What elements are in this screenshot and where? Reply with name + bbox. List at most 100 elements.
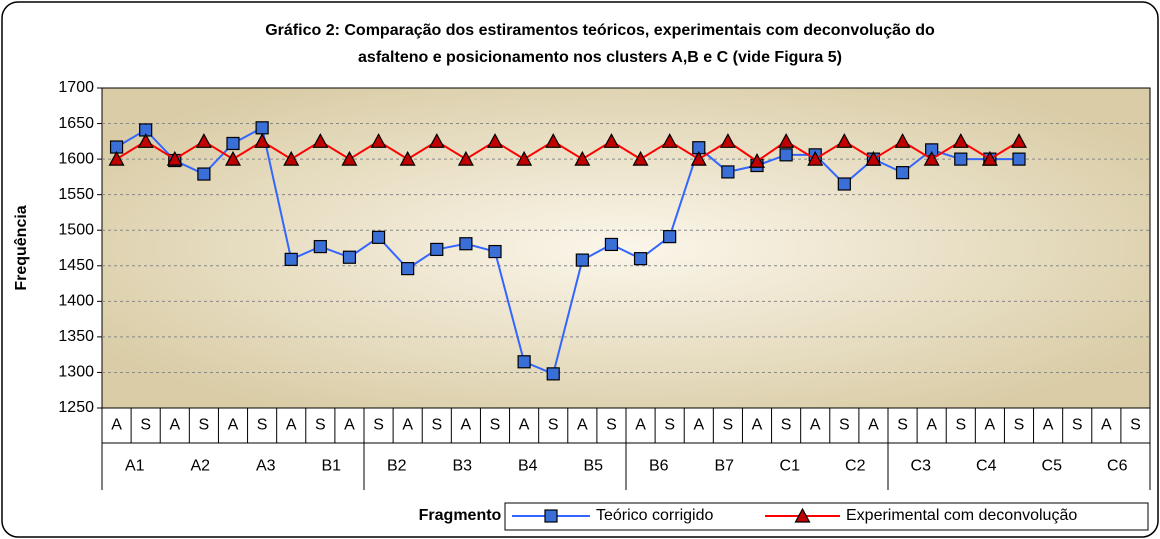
- marker: [895, 166, 910, 180]
- y-tick-label: 1700: [58, 79, 94, 96]
- marker: [457, 150, 474, 166]
- y-tick-label: 1650: [58, 115, 94, 132]
- legend-label: Teórico corrigido: [596, 507, 713, 524]
- marker: [837, 177, 851, 191]
- chart-title: Gráfico 2: Comparação dos estiramentos t…: [265, 22, 935, 39]
- marker: [283, 150, 300, 166]
- x-group-label: B5: [583, 458, 603, 475]
- x-tick-label: S: [140, 417, 151, 434]
- x-tick-label: A: [111, 417, 122, 434]
- marker: [663, 230, 677, 244]
- x-tick-label: S: [199, 417, 210, 434]
- x-tick-label: A: [577, 417, 588, 434]
- marker: [923, 150, 940, 166]
- marker: [719, 133, 736, 148]
- marker: [137, 133, 154, 148]
- x-tick-label: S: [1014, 417, 1025, 434]
- x-tick-label: A: [693, 417, 704, 434]
- marker: [341, 150, 358, 166]
- y-tick-label: 1500: [58, 221, 94, 238]
- x-tick-label: S: [1072, 417, 1083, 434]
- x-group-label: A2: [190, 458, 210, 475]
- marker: [836, 133, 853, 148]
- x-group-label: B3: [452, 458, 472, 475]
- x-group-label: C2: [845, 458, 866, 475]
- x-group-label: C6: [1107, 458, 1128, 475]
- x-group-label: B2: [387, 458, 407, 475]
- x-group-label: C5: [1042, 458, 1063, 475]
- marker: [516, 150, 533, 166]
- marker: [779, 148, 793, 162]
- y-tick-label: 1350: [58, 328, 94, 345]
- x-group-label: A1: [125, 458, 145, 475]
- x-tick-label: A: [461, 417, 472, 434]
- marker: [371, 230, 386, 244]
- x-group-label: B1: [321, 458, 341, 475]
- marker: [954, 152, 968, 166]
- chart-title: asfalteno e posicionamento nos clusters …: [358, 49, 842, 66]
- y-tick-label: 1450: [58, 257, 94, 274]
- marker: [748, 152, 766, 168]
- x-tick-label: S: [606, 417, 617, 434]
- x-tick-label: S: [897, 417, 908, 434]
- x-tick-label: A: [810, 417, 821, 434]
- marker: [545, 133, 562, 148]
- marker: [313, 239, 327, 254]
- marker: [546, 367, 560, 381]
- marker: [603, 133, 620, 148]
- marker: [1012, 152, 1026, 166]
- marker: [604, 237, 619, 252]
- y-tick-label: 1550: [58, 186, 94, 203]
- x-tick-label: S: [431, 417, 442, 434]
- marker: [575, 253, 589, 267]
- marker: [224, 150, 242, 166]
- x-tick-label: S: [839, 417, 850, 434]
- marker: [778, 133, 795, 148]
- x-group-label: C4: [976, 458, 997, 475]
- x-tick-label: A: [985, 417, 996, 434]
- marker: [574, 150, 591, 166]
- x-group-label: B6: [649, 458, 669, 475]
- y-tick-label: 1600: [58, 150, 94, 167]
- x-group-label: C1: [780, 458, 801, 475]
- x-tick-label: S: [664, 417, 675, 434]
- marker: [342, 250, 357, 264]
- x-tick-label: S: [490, 417, 501, 434]
- x-tick-label: A: [344, 417, 355, 434]
- x-group-label: B4: [518, 458, 538, 475]
- x-axis-title: Fragmento: [419, 507, 502, 524]
- marker: [370, 133, 387, 148]
- x-tick-label: S: [781, 417, 792, 434]
- marker: [544, 509, 558, 523]
- marker: [517, 355, 531, 369]
- x-tick-label: A: [519, 417, 530, 434]
- x-tick-label: S: [723, 417, 734, 434]
- marker: [632, 150, 649, 166]
- legend-label: Experimental com deconvolução: [846, 507, 1077, 524]
- y-tick-label: 1250: [58, 399, 94, 416]
- x-tick-label: A: [926, 417, 937, 434]
- marker: [428, 133, 445, 148]
- marker: [865, 150, 882, 166]
- marker: [488, 244, 502, 259]
- marker: [399, 150, 416, 166]
- marker: [486, 133, 504, 148]
- x-tick-label: S: [1130, 417, 1141, 434]
- x-group-label: A3: [256, 458, 276, 475]
- marker: [401, 262, 415, 276]
- marker: [430, 242, 444, 257]
- x-group-label: B7: [714, 458, 734, 475]
- marker: [981, 150, 998, 166]
- marker: [312, 133, 329, 148]
- marker: [166, 150, 183, 166]
- x-tick-label: S: [548, 417, 559, 434]
- marker: [794, 507, 811, 523]
- plot-area: [101, 87, 1151, 409]
- y-tick-label: 1400: [58, 293, 94, 310]
- x-tick-label: S: [373, 417, 384, 434]
- x-tick-label: A: [868, 417, 879, 434]
- x-tick-label: A: [169, 417, 180, 434]
- x-tick-label: S: [257, 417, 268, 434]
- x-tick-label: S: [315, 417, 326, 434]
